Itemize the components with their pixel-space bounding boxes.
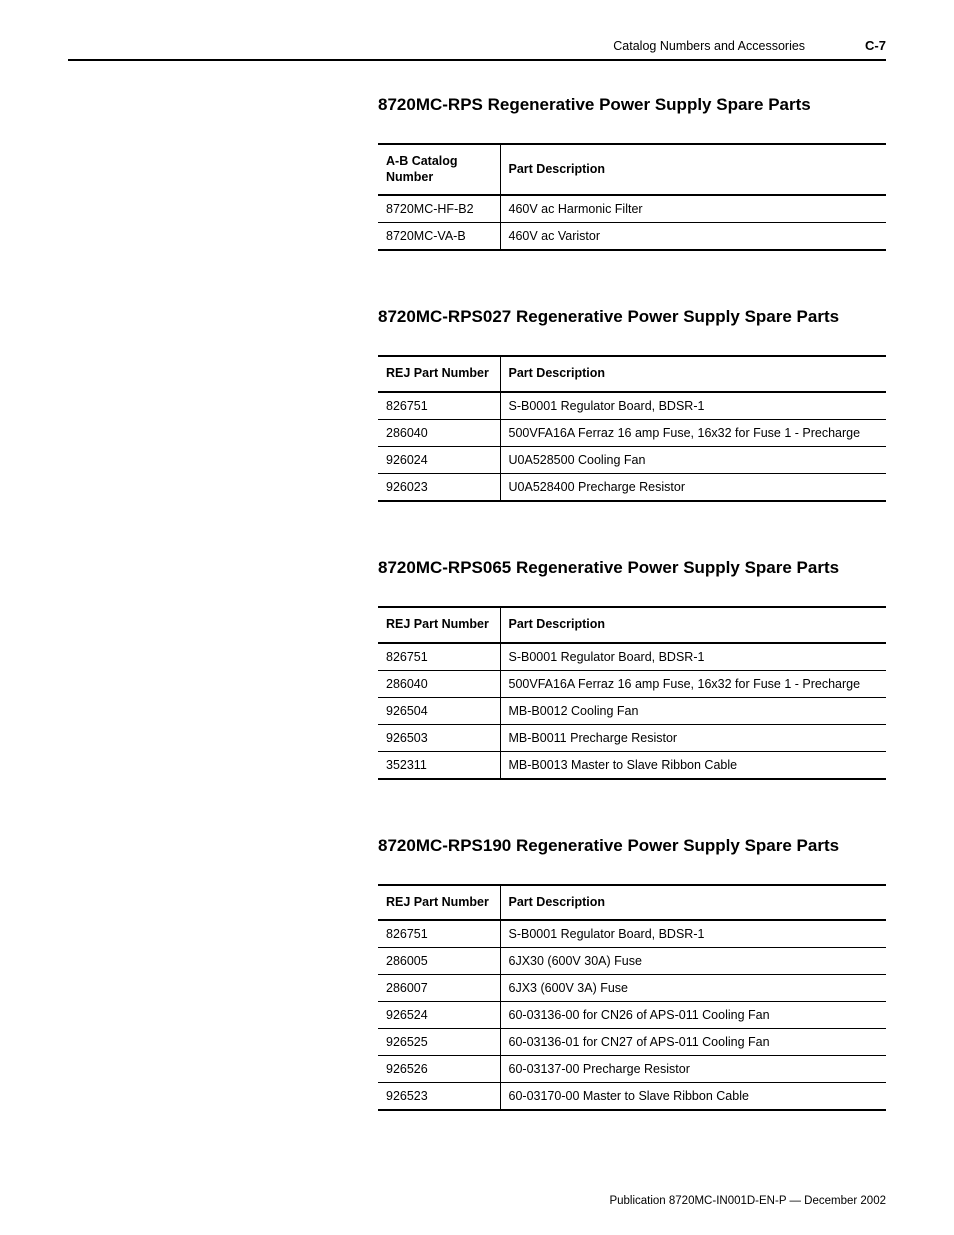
cell-part-number: 926504: [378, 697, 500, 724]
column-header-part-description: Part Description: [500, 356, 886, 392]
page: Catalog Numbers and Accessories C-7 8720…: [0, 0, 954, 1235]
section-title: 8720MC-RPS027 Regenerative Power Supply …: [378, 307, 886, 327]
cell-part-description: 60-03137-00 Precharge Resistor: [500, 1056, 886, 1083]
header-page-number: C-7: [865, 38, 886, 53]
cell-part-number: 8720MC-HF-B2: [378, 195, 500, 223]
column-header-part-description: Part Description: [500, 607, 886, 643]
cell-part-number: 826751: [378, 643, 500, 671]
cell-part-description: 460V ac Varistor: [500, 223, 886, 251]
column-header-part-description: Part Description: [500, 885, 886, 921]
cell-part-number: 286040: [378, 419, 500, 446]
table-row: 2860076JX3 (600V 3A) Fuse: [378, 975, 886, 1002]
table-row: 8720MC-HF-B2460V ac Harmonic Filter: [378, 195, 886, 223]
table-row: 926024U0A528500 Cooling Fan: [378, 446, 886, 473]
cell-part-number: 926023: [378, 473, 500, 501]
table-row: 2860056JX30 (600V 30A) Fuse: [378, 948, 886, 975]
table-row: 92652360-03170-00 Master to Slave Ribbon…: [378, 1083, 886, 1111]
column-header-part-number: REJ Part Number: [378, 885, 500, 921]
table-row: 826751S-B0001 Regulator Board, BDSR-1: [378, 392, 886, 420]
page-header: Catalog Numbers and Accessories C-7: [68, 38, 886, 61]
cell-part-number: 286007: [378, 975, 500, 1002]
header-title: Catalog Numbers and Accessories: [613, 39, 805, 53]
parts-table: REJ Part NumberPart Description826751S-B…: [378, 884, 886, 1112]
cell-part-description: 60-03136-01 for CN27 of APS-011 Cooling …: [500, 1029, 886, 1056]
cell-part-number: 926024: [378, 446, 500, 473]
table-row: 926503MB-B0011 Precharge Resistor: [378, 724, 886, 751]
section-title: 8720MC-RPS Regenerative Power Supply Spa…: [378, 95, 886, 115]
table-row: 352311MB-B0013 Master to Slave Ribbon Ca…: [378, 751, 886, 779]
table-row: 286040500VFA16A Ferraz 16 amp Fuse, 16x3…: [378, 670, 886, 697]
cell-part-description: 6JX30 (600V 30A) Fuse: [500, 948, 886, 975]
table-row: 926504MB-B0012 Cooling Fan: [378, 697, 886, 724]
parts-table: A-B Catalog NumberPart Description8720MC…: [378, 143, 886, 251]
cell-part-number: 926503: [378, 724, 500, 751]
table-row: 286040500VFA16A Ferraz 16 amp Fuse, 16x3…: [378, 419, 886, 446]
cell-part-description: S-B0001 Regulator Board, BDSR-1: [500, 392, 886, 420]
footer-publication: Publication 8720MC-IN001D-EN-P — Decembe…: [609, 1195, 886, 1207]
section: 8720MC-RPS065 Regenerative Power Supply …: [378, 558, 886, 780]
cell-part-description: MB-B0011 Precharge Resistor: [500, 724, 886, 751]
cell-part-description: MB-B0013 Master to Slave Ribbon Cable: [500, 751, 886, 779]
table-row: 92652660-03137-00 Precharge Resistor: [378, 1056, 886, 1083]
section-title: 8720MC-RPS190 Regenerative Power Supply …: [378, 836, 886, 856]
cell-part-description: U0A528400 Precharge Resistor: [500, 473, 886, 501]
section: 8720MC-RPS190 Regenerative Power Supply …: [378, 836, 886, 1112]
cell-part-number: 826751: [378, 920, 500, 948]
sections: 8720MC-RPS Regenerative Power Supply Spa…: [68, 95, 886, 1111]
section-title: 8720MC-RPS065 Regenerative Power Supply …: [378, 558, 886, 578]
column-header-part-description: Part Description: [500, 144, 886, 195]
cell-part-description: 460V ac Harmonic Filter: [500, 195, 886, 223]
column-header-part-number: REJ Part Number: [378, 607, 500, 643]
section: 8720MC-RPS027 Regenerative Power Supply …: [378, 307, 886, 502]
cell-part-description: 60-03136-00 for CN26 of APS-011 Cooling …: [500, 1002, 886, 1029]
cell-part-number: 926525: [378, 1029, 500, 1056]
table-row: 92652560-03136-01 for CN27 of APS-011 Co…: [378, 1029, 886, 1056]
cell-part-number: 286005: [378, 948, 500, 975]
cell-part-number: 8720MC-VA-B: [378, 223, 500, 251]
cell-part-description: 500VFA16A Ferraz 16 amp Fuse, 16x32 for …: [500, 419, 886, 446]
cell-part-description: S-B0001 Regulator Board, BDSR-1: [500, 643, 886, 671]
table-row: 826751S-B0001 Regulator Board, BDSR-1: [378, 643, 886, 671]
table-row: 8720MC-VA-B460V ac Varistor: [378, 223, 886, 251]
cell-part-description: 60-03170-00 Master to Slave Ribbon Cable: [500, 1083, 886, 1111]
table-row: 92652460-03136-00 for CN26 of APS-011 Co…: [378, 1002, 886, 1029]
table-row: 826751S-B0001 Regulator Board, BDSR-1: [378, 920, 886, 948]
cell-part-description: U0A528500 Cooling Fan: [500, 446, 886, 473]
column-header-part-number: A-B Catalog Number: [378, 144, 500, 195]
column-header-part-number: REJ Part Number: [378, 356, 500, 392]
section: 8720MC-RPS Regenerative Power Supply Spa…: [378, 95, 886, 251]
cell-part-description: S-B0001 Regulator Board, BDSR-1: [500, 920, 886, 948]
cell-part-description: 500VFA16A Ferraz 16 amp Fuse, 16x32 for …: [500, 670, 886, 697]
cell-part-number: 826751: [378, 392, 500, 420]
cell-part-number: 926526: [378, 1056, 500, 1083]
parts-table: REJ Part NumberPart Description826751S-B…: [378, 606, 886, 780]
cell-part-number: 286040: [378, 670, 500, 697]
cell-part-number: 926523: [378, 1083, 500, 1111]
parts-table: REJ Part NumberPart Description826751S-B…: [378, 355, 886, 502]
cell-part-description: 6JX3 (600V 3A) Fuse: [500, 975, 886, 1002]
cell-part-number: 926524: [378, 1002, 500, 1029]
table-row: 926023U0A528400 Precharge Resistor: [378, 473, 886, 501]
cell-part-number: 352311: [378, 751, 500, 779]
cell-part-description: MB-B0012 Cooling Fan: [500, 697, 886, 724]
